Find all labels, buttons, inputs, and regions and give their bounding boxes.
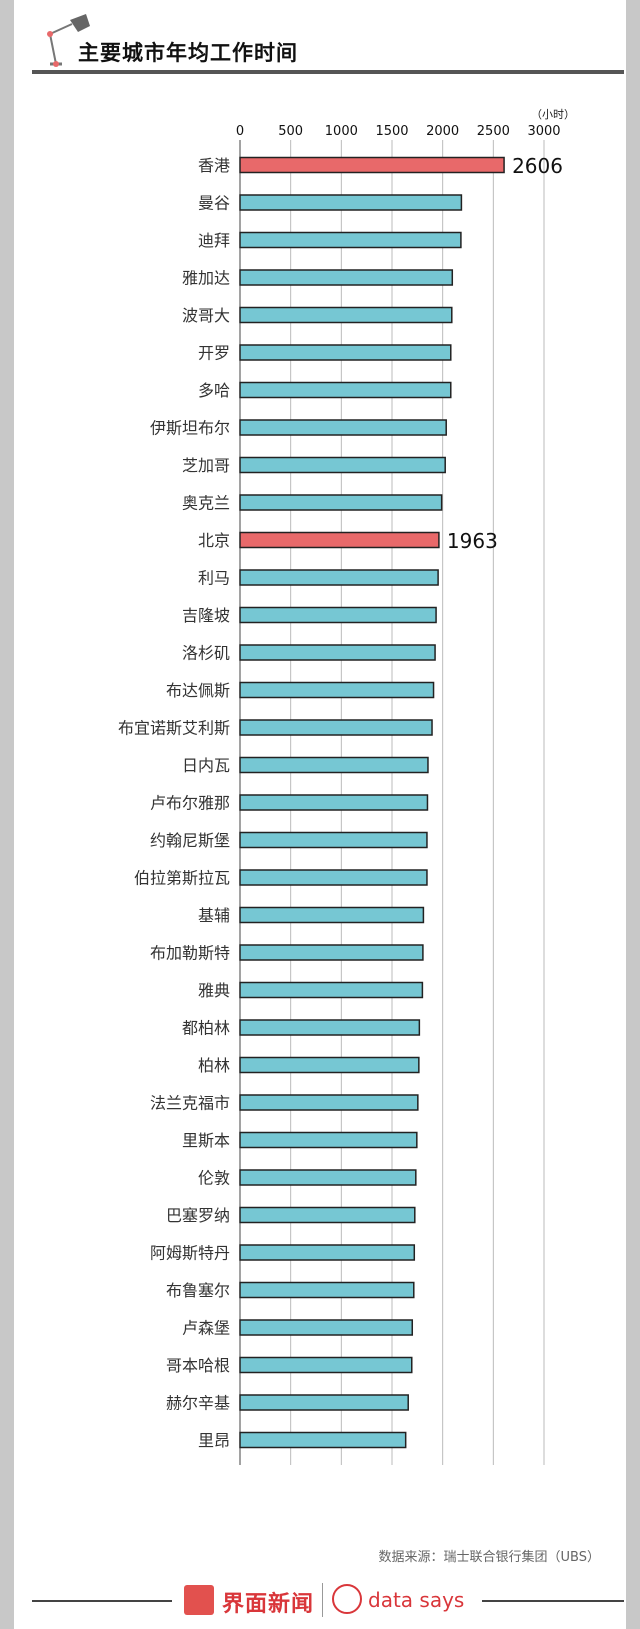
bar	[239, 944, 424, 961]
category-label: 迪拜	[198, 231, 230, 250]
category-label: 哥本哈根	[166, 1356, 230, 1375]
category-label: 洛杉矶	[182, 644, 230, 663]
bar	[239, 869, 428, 886]
category-label: 赫尔辛基	[166, 1394, 230, 1413]
category-label: 都柏林	[182, 1019, 230, 1038]
bar	[239, 981, 424, 999]
footer-line-left	[32, 1600, 172, 1602]
brand-separator	[322, 1583, 323, 1617]
bar	[239, 719, 433, 736]
bar	[239, 381, 452, 399]
bar	[239, 344, 452, 361]
category-label: 里斯本	[182, 1131, 230, 1150]
category-label: 多哈	[198, 381, 230, 400]
category-label: 波哥大	[182, 306, 230, 325]
bar	[239, 1094, 419, 1111]
x-tick-label: 2000	[426, 124, 460, 139]
bar	[239, 531, 440, 549]
category-label: 卢森堡	[182, 1319, 230, 1338]
category-label: 布加勒斯特	[150, 944, 230, 963]
category-label: 伦敦	[198, 1169, 230, 1188]
category-label: 阿姆斯特丹	[150, 1244, 230, 1263]
bar	[239, 681, 435, 699]
category-label: 卢布尔雅那	[150, 794, 230, 813]
data-says-logo-icon	[332, 1584, 362, 1614]
category-label: 布鲁塞尔	[166, 1281, 230, 1300]
category-label: 布达佩斯	[166, 681, 230, 700]
bar	[239, 1169, 417, 1186]
category-label: 开罗	[198, 344, 230, 363]
x-tick-label: 0	[235, 124, 245, 139]
data-label: 2606	[512, 154, 563, 178]
category-label: 法兰克福市	[150, 1094, 230, 1113]
category-label: 芝加哥	[182, 456, 230, 475]
bar	[239, 1431, 407, 1449]
bar	[239, 1356, 413, 1374]
x-tick-label: 1500	[375, 124, 409, 139]
category-label: 雅加达	[182, 269, 230, 288]
infographic-card: 主要城市年均工作时间 （小时） 0 500 1000 1500 2000 2500 3000…	[14, 0, 626, 1629]
category-label: 基辅	[198, 906, 230, 925]
category-label: 曼谷	[198, 194, 230, 213]
bar	[239, 1281, 415, 1299]
category-label: 吉隆坡	[182, 606, 230, 625]
bar	[239, 1131, 418, 1149]
category-label: 日内瓦	[182, 756, 230, 775]
footer-line-right	[482, 1600, 624, 1602]
brand-name-en: data says	[368, 1588, 465, 1612]
chart-title: 主要城市年均工作时间	[78, 41, 298, 65]
bar	[239, 606, 437, 624]
category-label: 伊斯坦布尔	[150, 419, 230, 438]
bar	[239, 1206, 416, 1224]
category-label: 香港	[198, 156, 230, 175]
category-label: 巴塞罗纳	[166, 1206, 230, 1225]
category-label: 里昂	[198, 1431, 230, 1450]
bar	[239, 456, 446, 474]
axis-unit-label: （小时）	[531, 108, 575, 121]
bar	[239, 1056, 420, 1074]
x-tick-label: 1000	[324, 124, 358, 139]
x-tick-label: 3000	[527, 124, 561, 139]
bar	[239, 906, 425, 924]
bar	[239, 794, 429, 811]
jiemian-logo-icon	[184, 1585, 214, 1615]
x-tick-label: 500	[278, 124, 304, 139]
bar	[239, 269, 454, 286]
x-tick-label: 2500	[476, 124, 510, 139]
bar	[239, 756, 429, 774]
data-label: 1963	[447, 529, 498, 553]
category-label: 北京	[198, 531, 230, 550]
desk-lamp-icon	[47, 14, 90, 67]
bar	[239, 419, 447, 436]
bar	[239, 494, 443, 511]
bar	[239, 1244, 416, 1261]
bar	[239, 644, 436, 661]
bar	[239, 156, 505, 174]
category-label: 利马	[198, 569, 230, 588]
bar	[239, 831, 428, 849]
category-label: 布宜诺斯艾利斯	[118, 719, 230, 738]
title-rule	[32, 70, 624, 74]
bar	[239, 231, 462, 249]
category-label: 奥克兰	[182, 494, 230, 513]
bar	[239, 1019, 421, 1036]
brand-name-cn: 界面新闻	[222, 1592, 315, 1617]
bar	[239, 306, 453, 324]
category-label: 雅典	[198, 981, 230, 1000]
bar	[239, 1319, 414, 1336]
category-label: 约翰尼斯堡	[150, 831, 230, 850]
bar	[239, 1394, 409, 1411]
category-label: 伯拉第斯拉瓦	[134, 869, 230, 888]
category-label: 柏林	[198, 1056, 230, 1075]
bar	[239, 194, 463, 211]
bar	[239, 569, 439, 586]
source-note: 数据来源：瑞士联合银行集团（UBS）	[378, 1550, 600, 1565]
